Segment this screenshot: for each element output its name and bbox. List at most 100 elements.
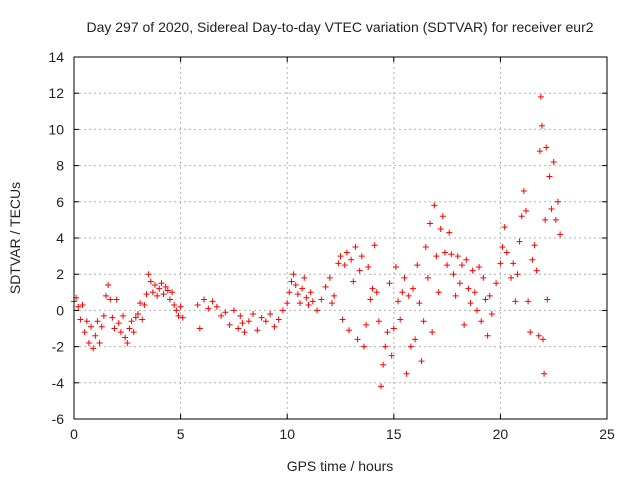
data-point [85, 339, 92, 346]
data-point [541, 370, 548, 377]
data-point [484, 332, 491, 339]
data-point [318, 296, 325, 303]
data-point [424, 274, 431, 281]
data-point [284, 300, 291, 307]
data-point [516, 238, 523, 245]
data-point [375, 318, 382, 325]
data-point [407, 343, 414, 350]
data-point [537, 93, 544, 100]
y-tick-label: 6 [56, 194, 64, 210]
data-point [473, 307, 480, 314]
data-point [525, 298, 532, 305]
data-point [369, 285, 376, 292]
data-point [395, 298, 402, 305]
data-point [303, 294, 310, 301]
data-point [548, 206, 555, 213]
data-point [538, 122, 545, 129]
data-point [92, 332, 99, 339]
data-point [213, 303, 220, 310]
data-point [120, 312, 127, 319]
x-axis-label: GPS time / hours [287, 458, 394, 474]
data-point [239, 320, 246, 327]
data-point [105, 282, 112, 289]
data-point [382, 343, 389, 350]
axis-ticks: 0 5 10 15 20 25 -6 -4 -2 0 2 4 6 8 10 12 14 [48, 49, 615, 442]
x-tick-label: 15 [386, 426, 402, 442]
data-point [437, 225, 444, 232]
data-point [100, 312, 107, 319]
data-point [420, 318, 427, 325]
data-point [98, 323, 105, 330]
data-point [126, 325, 133, 332]
data-point [305, 301, 312, 308]
data-point [543, 144, 550, 151]
data-point [514, 271, 521, 278]
data-point [422, 244, 429, 251]
data-point [467, 300, 474, 307]
data-point [392, 263, 399, 270]
data-point [493, 280, 500, 287]
data-point [378, 383, 385, 390]
data-point [499, 244, 506, 251]
data-point [222, 309, 229, 316]
x-tick-label: 20 [493, 426, 509, 442]
data-point [267, 311, 274, 318]
data-point [196, 325, 203, 332]
data-point [448, 251, 455, 258]
data-point [536, 148, 543, 155]
data-point [527, 329, 534, 336]
data-point [175, 312, 182, 319]
x-tick-label: 25 [599, 426, 615, 442]
data-point [482, 296, 489, 303]
data-point [109, 314, 116, 321]
data-point [275, 316, 282, 323]
data-point [177, 303, 184, 310]
data-point [397, 316, 404, 323]
data-point [230, 307, 237, 314]
data-point [81, 329, 88, 336]
data-point [94, 318, 101, 325]
data-point [173, 307, 180, 314]
data-point [380, 361, 387, 368]
y-tick-label: 2 [56, 266, 64, 282]
data-point [405, 292, 412, 299]
data-point [429, 329, 436, 336]
data-point [418, 358, 425, 365]
data-point [497, 260, 504, 267]
data-point [139, 316, 146, 323]
data-point [350, 278, 357, 285]
data-point [226, 321, 233, 328]
data-point [290, 271, 297, 278]
data-point [164, 287, 171, 294]
data-point [488, 311, 495, 318]
data-point [107, 296, 114, 303]
data-point [358, 253, 365, 260]
data-point [162, 283, 169, 290]
data-point [384, 329, 391, 336]
data-point [83, 318, 90, 325]
data-point [427, 220, 434, 227]
data-point [314, 307, 321, 314]
data-point [486, 292, 493, 299]
data-point [341, 262, 348, 269]
y-tick-label: 12 [48, 85, 64, 101]
data-point [465, 285, 472, 292]
data-point [471, 289, 478, 296]
data-point [456, 280, 463, 287]
data-point [132, 314, 139, 321]
data-point [299, 285, 306, 292]
data-point [450, 271, 457, 278]
data-point [390, 325, 397, 332]
data-point [522, 207, 529, 214]
data-point [414, 262, 421, 269]
data-point [354, 336, 361, 343]
data-point [441, 249, 448, 256]
data-point [476, 263, 483, 270]
data-point [115, 320, 122, 327]
y-axis-label: SDTVAR / TECUs [7, 182, 23, 294]
data-point [352, 244, 359, 251]
data-point [540, 336, 547, 343]
data-point [322, 283, 329, 290]
data-point [292, 282, 299, 289]
data-point [271, 323, 278, 330]
